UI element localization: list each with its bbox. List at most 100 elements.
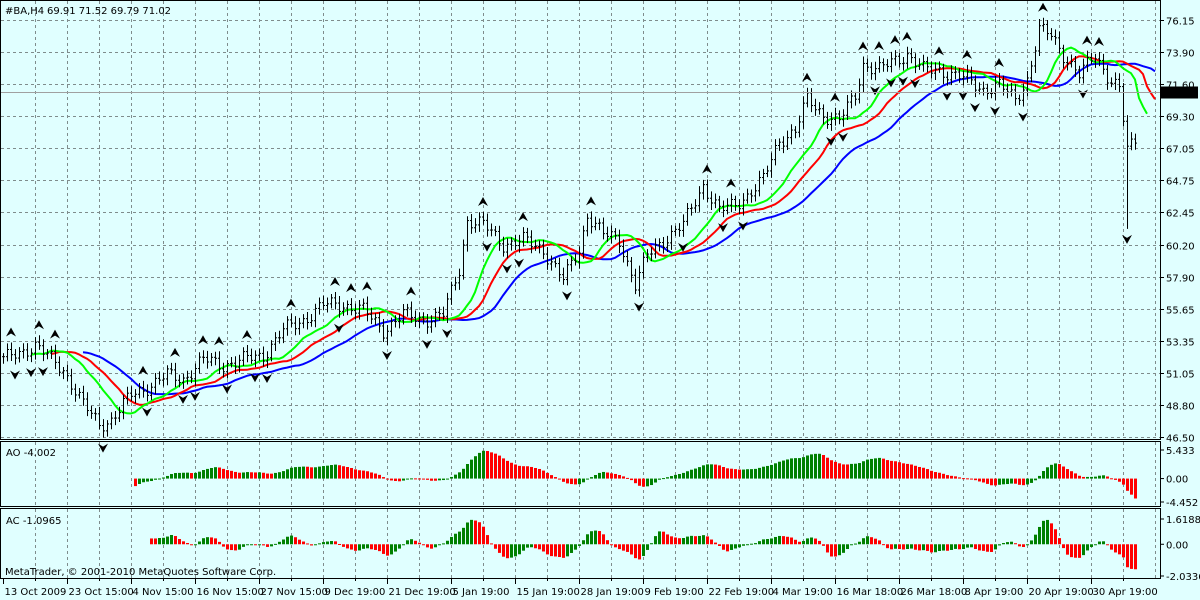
ao-bar xyxy=(702,465,705,479)
ao-bar xyxy=(450,476,453,479)
ao-bar xyxy=(882,458,885,479)
ac-bar xyxy=(1082,544,1085,556)
ac-bar xyxy=(1086,544,1089,551)
ac-bar xyxy=(694,536,697,545)
price-tick-label: 76.15 xyxy=(1166,17,1195,28)
ac-bar xyxy=(462,527,465,545)
ao-bar xyxy=(994,478,997,486)
ao-bar xyxy=(422,478,425,480)
fractal-up-icon xyxy=(362,281,372,291)
ac-bar xyxy=(450,536,453,545)
ac-bar xyxy=(378,544,381,552)
fractal-down-icon xyxy=(514,258,524,268)
ao-bar xyxy=(594,475,597,479)
ao-bar xyxy=(186,472,189,479)
fractal-down-icon xyxy=(678,242,688,252)
time-tick-label: 26 Mar 18:00 xyxy=(901,587,968,598)
ac-bar xyxy=(618,544,621,550)
ao-bar xyxy=(274,472,277,479)
ao-bar xyxy=(986,478,989,484)
ao-bar xyxy=(534,468,537,479)
ao-bar xyxy=(234,471,237,479)
ao-bar xyxy=(842,464,845,479)
ao-bar xyxy=(1090,476,1093,479)
ac-bar xyxy=(882,544,885,546)
ac-bar xyxy=(226,544,229,550)
copyright-text: MetaTrader, © 2001-2010 MetaQuotes Softw… xyxy=(5,567,276,578)
ao-bar xyxy=(862,461,865,479)
current-price-box xyxy=(1161,86,1198,99)
fractal-up-icon xyxy=(406,286,416,296)
ao-bar xyxy=(598,472,601,479)
ac-bar xyxy=(746,544,749,546)
ao-bar xyxy=(678,474,681,479)
ac-bar xyxy=(682,538,685,545)
ao-bar xyxy=(762,466,765,479)
ac-bar xyxy=(766,539,769,545)
price-tick-label: 73.90 xyxy=(1166,49,1195,60)
ac-bar xyxy=(642,544,645,556)
ao-bar xyxy=(150,478,153,482)
ac-bar xyxy=(786,536,789,545)
price-tick-label: 71.60 xyxy=(1166,81,1195,92)
ao-bar xyxy=(430,478,433,481)
ao-bar xyxy=(470,459,473,479)
fractal-down-icon xyxy=(898,76,908,86)
ac-bar xyxy=(406,540,409,545)
ac-bar xyxy=(166,536,169,545)
ac-bar xyxy=(270,544,273,547)
price-tick-label: 67.05 xyxy=(1166,145,1195,156)
ao-bar xyxy=(950,475,953,479)
ao-bar xyxy=(306,466,309,479)
ac-bar xyxy=(518,544,521,555)
ac-bar xyxy=(298,539,301,545)
fractal-up-icon xyxy=(1094,37,1104,47)
fractal-down-icon xyxy=(1078,89,1088,99)
ac-bar xyxy=(614,544,617,548)
fractal-up-icon xyxy=(858,41,868,51)
ac-bar xyxy=(1066,544,1069,555)
ao-bar xyxy=(142,478,145,483)
ac-bar xyxy=(690,535,693,545)
ac-bar xyxy=(174,536,177,545)
ac-bar xyxy=(1054,529,1057,545)
ac-bar xyxy=(458,531,461,545)
ao-bar xyxy=(1078,475,1081,479)
time-tick-label: 27 Nov 15:00 xyxy=(261,587,328,598)
fractal-down-icon xyxy=(634,302,644,312)
ac-bar xyxy=(358,544,361,551)
ac-bar xyxy=(170,534,173,545)
fractal-down-icon xyxy=(910,79,920,89)
ac-bar xyxy=(558,544,561,558)
ac-bar xyxy=(634,544,637,559)
ao-bar xyxy=(238,472,241,479)
fractal-up-icon xyxy=(1082,35,1092,45)
time-axis: 13 Oct 2009 23 Oct 15:004 Nov 15:00 16 Nov… xyxy=(3,578,1158,598)
ac-bar xyxy=(418,542,421,545)
fractal-down-icon xyxy=(886,78,896,88)
ac-bar xyxy=(262,544,265,546)
ao-bar xyxy=(1018,478,1021,485)
ao-bar xyxy=(418,478,421,480)
ao-bar xyxy=(1134,478,1137,499)
ac-bar xyxy=(490,543,493,545)
ao-bar xyxy=(226,470,229,479)
ac-bar xyxy=(866,536,869,545)
ac-bar xyxy=(422,544,425,546)
ao-bar xyxy=(578,478,581,485)
ao-bar xyxy=(854,463,857,479)
ac-bar xyxy=(534,544,537,549)
ao-bar xyxy=(1102,475,1105,479)
ac-bar xyxy=(962,544,965,550)
fractal-up-icon xyxy=(346,283,356,293)
ac-bar xyxy=(646,544,649,550)
ac-bar xyxy=(486,535,489,545)
ao-bar xyxy=(214,467,217,479)
ao-bar xyxy=(698,467,701,479)
ao-bar xyxy=(522,466,525,479)
ac-bar xyxy=(950,544,953,550)
ac-bar xyxy=(762,539,765,545)
ac-bar xyxy=(606,540,609,545)
ao-bar xyxy=(562,478,565,482)
